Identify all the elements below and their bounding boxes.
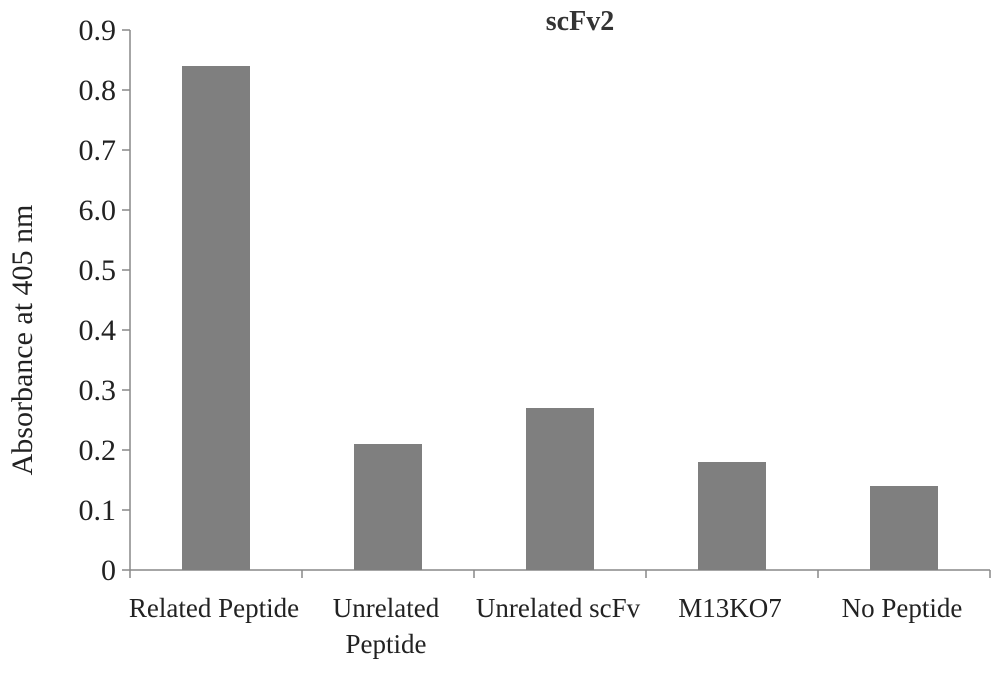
bar (698, 462, 766, 570)
bar (870, 486, 938, 570)
y-tick-label: 0.8 (79, 74, 117, 107)
y-tick-label: 0 (101, 554, 116, 587)
y-tick-label: 0.4 (79, 314, 117, 347)
x-tick-label: Unrelated scFv (475, 593, 641, 623)
y-tick-label: 0.7 (79, 134, 117, 167)
y-tick-label: 6.0 (79, 194, 117, 227)
bar (182, 66, 250, 570)
y-axis-label: Absorbance at 405 nm (6, 205, 39, 476)
x-tick-label: No Peptide (841, 593, 963, 623)
y-tick-label: 0.2 (79, 434, 117, 467)
y-tick-label: 0.5 (79, 254, 117, 287)
x-tick-label: M13KO7 (678, 593, 782, 623)
y-tick-label: 0.3 (79, 374, 117, 407)
y-tick-label: 0.9 (79, 14, 117, 47)
y-tick-label: 0.1 (79, 494, 117, 527)
chart-title: scFv2 (546, 6, 614, 37)
bar (526, 408, 594, 570)
x-tick-label: Related Peptide (128, 593, 300, 623)
bar (354, 444, 422, 570)
x-tick-label: Unrelated Peptide (332, 593, 440, 659)
